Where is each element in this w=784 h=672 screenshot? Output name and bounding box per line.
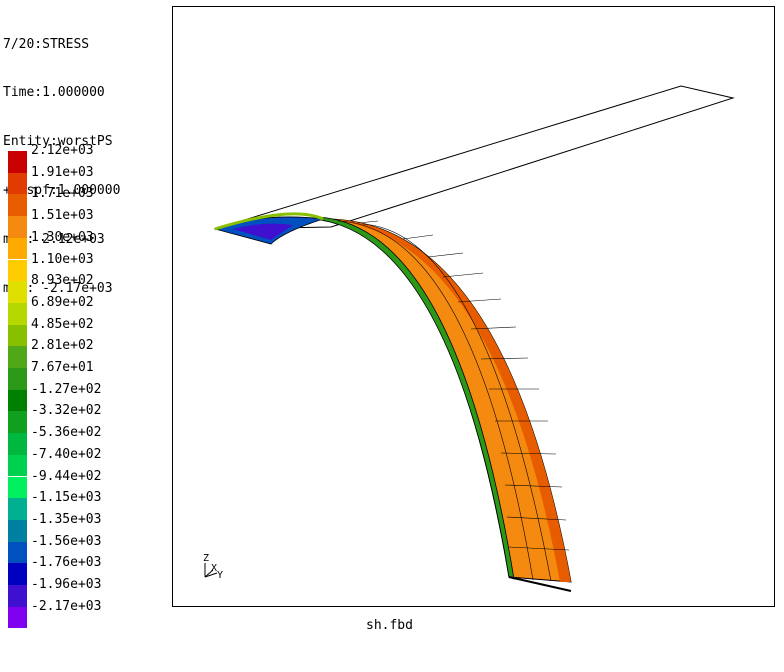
legend-swatch bbox=[8, 302, 27, 325]
shell-edge-band bbox=[323, 218, 571, 582]
legend-swatch bbox=[8, 519, 27, 542]
shell-top-green-edge bbox=[214, 212, 324, 231]
legend-row: 7.67e+01 bbox=[8, 361, 138, 390]
legend-row: -1.56e+03 bbox=[8, 534, 138, 564]
legend-label: -1.27e+02 bbox=[31, 381, 102, 397]
legend-label: 4.85e+02 bbox=[31, 316, 94, 332]
model-render[interactable]: Z Y X bbox=[173, 7, 776, 608]
legend-label: 6.89e+02 bbox=[31, 294, 94, 310]
legend-swatch bbox=[8, 563, 27, 585]
legend-swatch bbox=[8, 541, 27, 564]
legend-row: -9.44e+02 bbox=[8, 469, 138, 499]
legend-label: 7.67e+01 bbox=[31, 360, 94, 375]
legend-row: -7.40e+02 bbox=[8, 447, 138, 477]
legend-swatch bbox=[8, 411, 27, 434]
legend-swatch bbox=[8, 281, 27, 303]
legend-label: 1.71e+03 bbox=[31, 186, 94, 202]
legend-row: -5.36e+02 bbox=[8, 426, 138, 455]
legend-row: 1.71e+03 bbox=[8, 187, 138, 217]
undeformed-outline bbox=[214, 85, 735, 230]
legend-row: -3.32e+02 bbox=[8, 404, 138, 434]
legend-row: -1.96e+03 bbox=[8, 578, 138, 607]
dispf-label: +Dispf:1.000000 bbox=[3, 183, 121, 199]
step-label: 7/20:STRESS bbox=[3, 36, 90, 52]
entity-label: Entity:worstPS bbox=[3, 134, 113, 150]
legend-label: -2.17e+03 bbox=[31, 598, 102, 614]
legend-swatch bbox=[8, 454, 27, 477]
legend-label: -3.32e+02 bbox=[31, 403, 102, 419]
legend-label: 1.30e+03 bbox=[31, 229, 94, 245]
legend-label: 2.81e+02 bbox=[31, 338, 94, 354]
legend-label: -5.36e+02 bbox=[31, 425, 102, 441]
time-label: Time:1.000000 bbox=[3, 85, 105, 101]
legend-swatch bbox=[8, 389, 27, 412]
legend-row: 2.81e+02 bbox=[8, 339, 138, 368]
legend-row: 1.10e+03 bbox=[8, 252, 138, 282]
legend-swatch bbox=[8, 498, 27, 520]
legend-swatch bbox=[8, 216, 27, 238]
legend-swatch bbox=[8, 237, 27, 260]
legend-row: 1.91e+03 bbox=[8, 165, 138, 195]
deformed-shell-face bbox=[322, 218, 572, 583]
legend-label: 8.93e+02 bbox=[31, 273, 94, 289]
legend-row: -1.27e+02 bbox=[8, 382, 138, 412]
legend-swatch bbox=[8, 476, 27, 499]
legend-row: 2.12e+03 bbox=[8, 144, 138, 173]
legend-swatch bbox=[8, 368, 27, 390]
legend-swatch bbox=[8, 194, 27, 217]
legend-label: 2.12e+03 bbox=[31, 143, 94, 158]
legend-swatch bbox=[8, 324, 27, 347]
legend-row: 6.89e+02 bbox=[8, 295, 138, 325]
legend-row: 1.51e+03 bbox=[8, 209, 138, 238]
legend-label: -1.96e+03 bbox=[31, 577, 102, 592]
mesh-lines bbox=[337, 220, 570, 582]
legend-swatch bbox=[8, 259, 27, 282]
legend-label: -7.40e+02 bbox=[31, 446, 102, 462]
triad-z-label: Z bbox=[203, 553, 209, 564]
legend-label: -1.76e+03 bbox=[31, 555, 102, 571]
legend-row: 4.85e+02 bbox=[8, 317, 138, 347]
legend-label: 1.10e+03 bbox=[31, 251, 94, 267]
model-viewport[interactable]: Z Y X bbox=[172, 6, 775, 607]
max-compression-patch bbox=[233, 223, 293, 240]
legend-swatch bbox=[8, 172, 27, 195]
triad-y-label: Y bbox=[217, 570, 223, 581]
axis-triad: Z Y X bbox=[203, 553, 223, 581]
shell-bottom-edge bbox=[508, 576, 572, 592]
triad-x-label: X bbox=[211, 563, 217, 574]
legend-row: 8.93e+02 bbox=[8, 274, 138, 303]
legend-row: -2.17e+03 bbox=[8, 599, 138, 629]
legend-label: -1.35e+03 bbox=[31, 511, 102, 527]
legend-row: 1.30e+03 bbox=[8, 230, 138, 260]
legend-swatch bbox=[8, 585, 27, 607]
legend-row: -1.15e+03 bbox=[8, 491, 138, 520]
model-filename: sh.fbd bbox=[366, 618, 413, 633]
legend-swatch bbox=[8, 346, 27, 368]
legend-swatch bbox=[8, 433, 27, 455]
legend-swatch bbox=[8, 151, 27, 173]
legend-label: -1.15e+03 bbox=[31, 490, 102, 506]
legend-label: 1.51e+03 bbox=[31, 208, 94, 224]
legend-label: -9.44e+02 bbox=[31, 468, 102, 484]
legend-row: -1.35e+03 bbox=[8, 512, 138, 542]
legend-label: -1.56e+03 bbox=[31, 533, 102, 549]
legend-swatch bbox=[8, 606, 27, 629]
legend-row: -1.76e+03 bbox=[8, 556, 138, 585]
legend-label: 1.91e+03 bbox=[31, 164, 94, 180]
